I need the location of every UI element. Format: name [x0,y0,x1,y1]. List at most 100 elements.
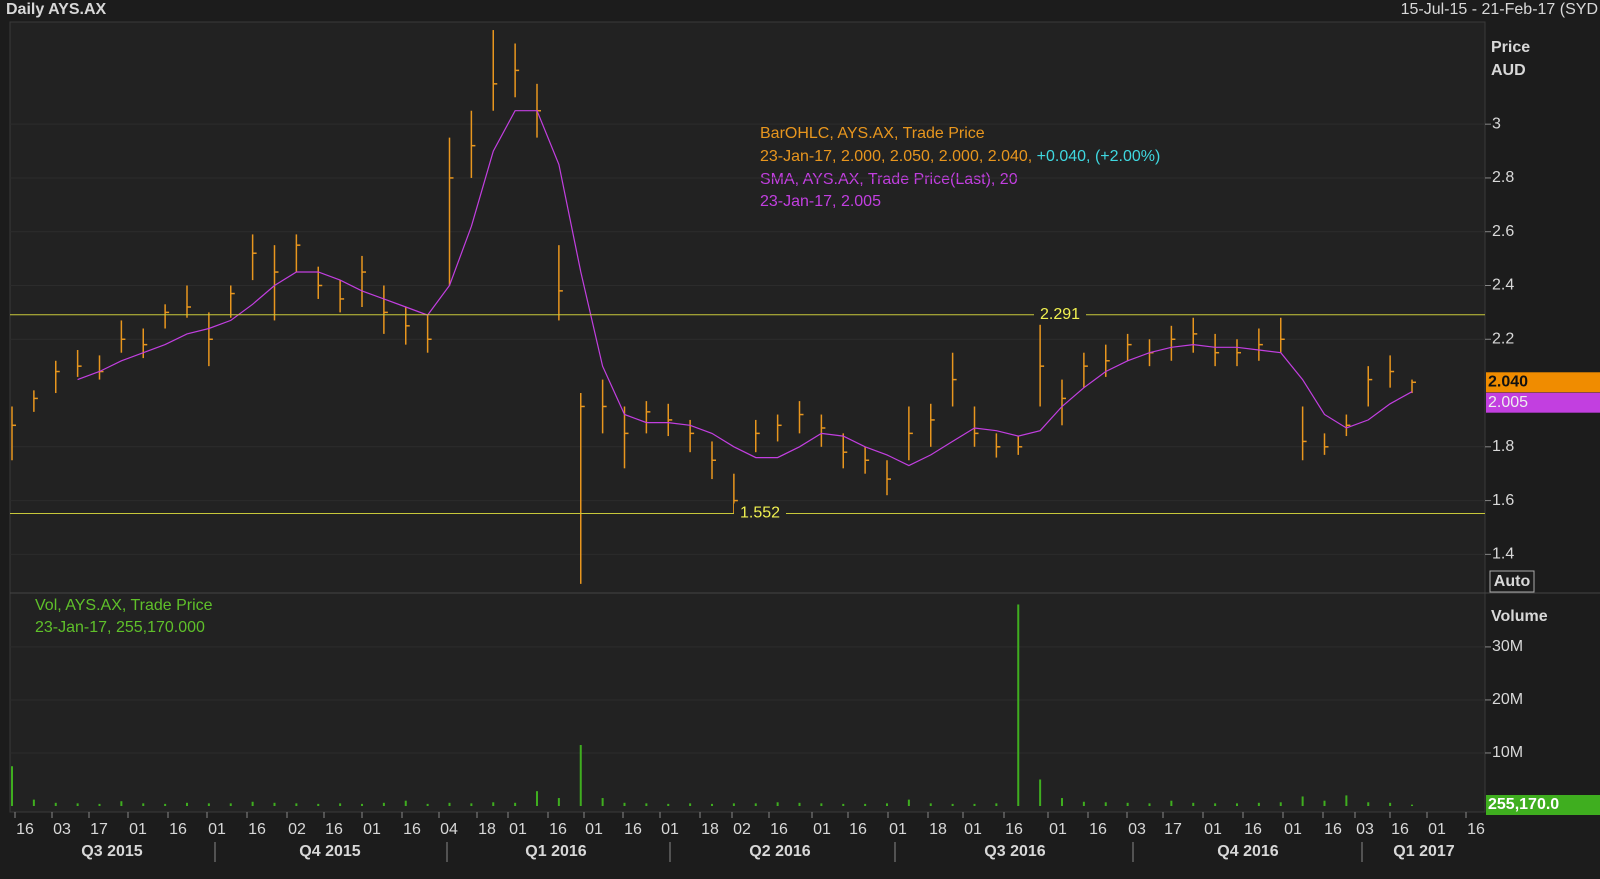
x-tick-label: 01 [1284,821,1302,838]
volume-bar [623,802,626,806]
volume-bar [1214,803,1217,806]
volume-bar [448,802,451,806]
last-volume-label: 255,170.0 [1488,796,1559,813]
sma-line [77,110,1413,467]
volume-bar [1279,802,1282,806]
x-tick-label: 16 [624,821,642,838]
volume-bar [186,802,188,806]
quarter-label: Q4 2016 [1217,843,1278,860]
volume-bar [207,803,210,806]
axis-label: Price [1491,39,1530,56]
volume-bar [229,803,232,806]
x-tick-label: 16 [1391,821,1409,838]
x-tick-label: 01 [813,821,831,838]
axis-unit: AUD [1491,62,1526,79]
volume-bar [76,803,79,806]
quarter-label: Q2 2016 [749,843,810,860]
y-tick-label: 3 [1492,115,1501,132]
quarter-label: Q3 2015 [81,843,142,860]
volume-bar [1082,801,1085,806]
x-tick-label: 03 [1356,821,1374,838]
legend-volume: Vol, AYS.AX, Trade Price [35,597,213,614]
x-tick-label: 16 [248,821,266,838]
volume-bar [339,803,342,806]
volume-bar [295,803,298,806]
x-tick-label: 01 [1428,821,1446,838]
volume-bar [317,803,320,806]
x-tick-label: 16 [325,821,343,838]
volume-bar [120,801,123,806]
volume-bar [536,791,538,806]
volume-bar [776,802,779,806]
volume-bar [11,766,13,806]
volume-bar [1389,802,1392,806]
volume-bar [404,800,407,806]
volume-bar [1126,802,1129,806]
volume-bar [929,803,932,806]
volume-bar [820,803,823,806]
x-tick-label: 16 [770,821,788,838]
volume-bar [1039,779,1042,806]
volume-bar [1236,803,1238,806]
date-range: 15-Jul-15 - 21-Feb-17 (SYD [1401,1,1598,18]
volume-bar [732,803,735,806]
volume-bar [601,798,604,806]
volume-bar [907,799,910,806]
x-tick-label: 01 [129,821,147,838]
quarter-label: Q1 2017 [1393,843,1454,860]
last-volume-tag [1486,795,1600,815]
x-tick-label: 18 [478,821,496,838]
ohlc-change: +0.040, (+2.00%) [1037,148,1161,165]
volume-bar [361,803,363,806]
x-tick-label: 01 [509,821,527,838]
x-tick-label: 16 [1005,821,1023,838]
x-tick-label: 02 [288,821,306,838]
volume-bar [1323,800,1326,806]
last-sma-label: 2.005 [1488,394,1528,411]
volume-bar [32,799,35,806]
volume-bar [1301,796,1304,806]
volume-bar [1411,804,1413,806]
x-tick-label: 16 [1324,821,1342,838]
legend-sma-values: 23-Jan-17, 2.005 [760,193,881,210]
volume-bar [842,803,845,806]
y-tick-label: 2.2 [1492,330,1514,347]
volume-bar [579,745,582,806]
y-tick-label: 1.8 [1492,438,1514,455]
x-tick-label: 16 [1467,821,1485,838]
volume-bar [54,802,57,806]
quarter-label: Q3 2016 [984,843,1045,860]
volume-bar [382,802,385,806]
legend-volume-values: 23-Jan-17, 255,170.000 [35,619,205,636]
volume-bar [1345,795,1348,806]
x-tick-label: 01 [1204,821,1222,838]
volume-bar [973,803,976,806]
x-tick-label: 03 [53,821,71,838]
x-tick-label: 01 [964,821,982,838]
volume-bar [1104,802,1107,806]
volume-bar [557,798,560,806]
y-tick-label: 1.4 [1492,546,1514,563]
x-tick-label: 03 [1128,821,1146,838]
volume-bar [1061,798,1063,806]
volume-bar [645,803,648,806]
volume-bar [164,803,167,806]
y-tick-label: 2.6 [1492,223,1514,240]
volume-bar [1192,802,1195,806]
y-tick-label: 10M [1492,744,1523,761]
x-tick-label: 01 [661,821,679,838]
x-tick-label: 16 [1244,821,1262,838]
quarter-label: Q1 2016 [525,843,586,860]
auto-label[interactable]: Auto [1494,573,1531,590]
volume-bar [492,802,495,806]
legend-ohlc-values: 23-Jan-17, 2.000, 2.050, 2.000, 2.040, +… [760,148,1160,165]
y-tick-label: 2.4 [1492,277,1514,294]
volume-bar [951,803,954,806]
y-tick-label: 1.6 [1492,492,1514,509]
volume-bar [251,801,254,806]
x-tick-label: 01 [208,821,226,838]
x-tick-label: 16 [849,821,867,838]
hline-label: 2.291 [1040,306,1080,323]
auto-button[interactable] [1489,570,1535,593]
last-sma-tag [1486,392,1600,413]
